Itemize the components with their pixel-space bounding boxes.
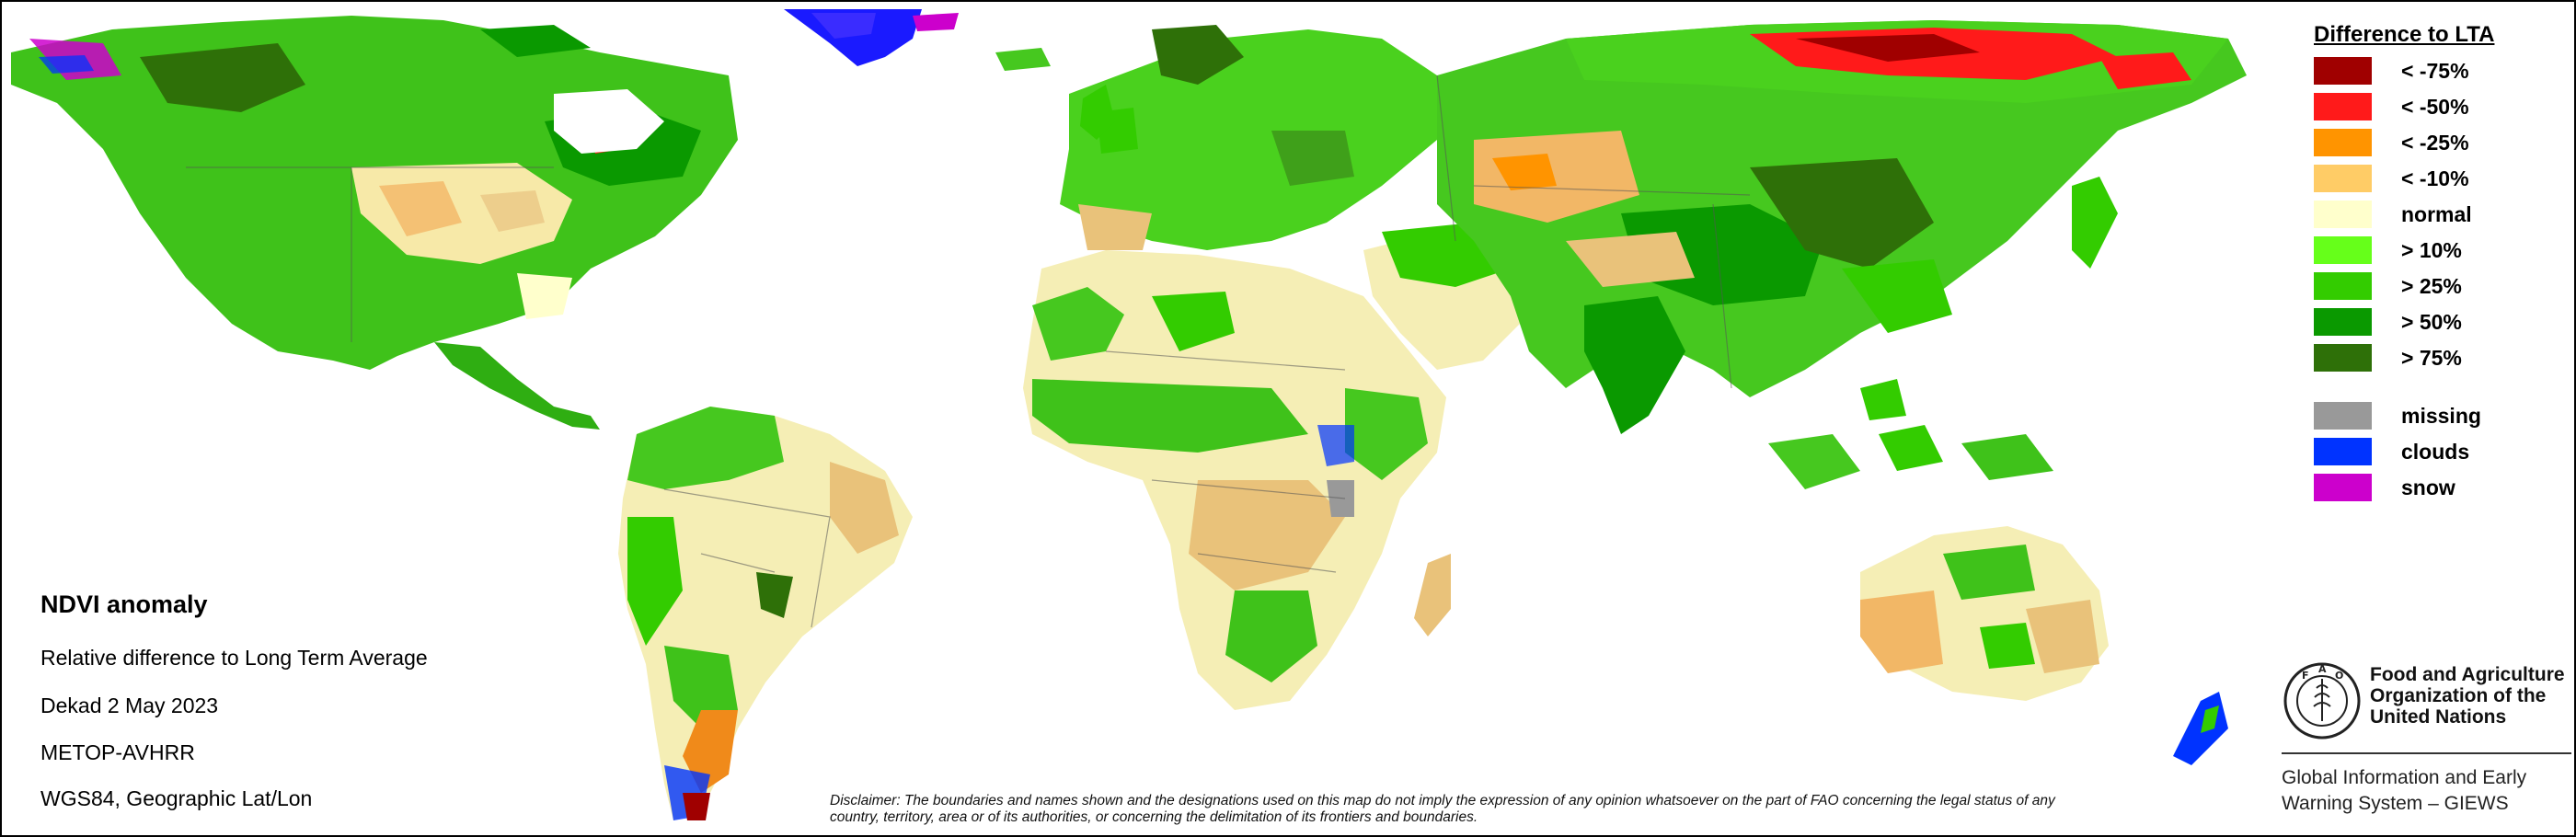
svg-text:F: F bbox=[2302, 670, 2309, 682]
legend-label: clouds bbox=[2401, 440, 2470, 464]
legend-label: > 75% bbox=[2401, 346, 2462, 370]
fao-branding: F A O Food and Agriculture Organization … bbox=[2276, 655, 2572, 830]
legend-title: Difference to LTA bbox=[2314, 22, 2495, 47]
fao-emblem-icon: F A O bbox=[2283, 662, 2361, 740]
legend-label: > 10% bbox=[2401, 238, 2462, 262]
europe-landmass bbox=[1060, 25, 1437, 250]
japan bbox=[2072, 177, 2118, 269]
legend-swatch bbox=[2314, 93, 2372, 120]
org-name: Food and Agriculture Organization of the… bbox=[2370, 664, 2565, 728]
new-zealand-north bbox=[2201, 705, 2219, 733]
disclaimer: Disclaimer: The boundaries and names sho… bbox=[830, 793, 2055, 825]
legend-item: < -50% bbox=[2314, 93, 2553, 120]
country-borders bbox=[186, 75, 1751, 628]
india bbox=[1584, 296, 1685, 434]
central-america bbox=[434, 342, 600, 430]
legend-swatch bbox=[2314, 57, 2372, 85]
system-name: Global Information and Early Warning Sys… bbox=[2282, 767, 2527, 814]
legend-label: > 50% bbox=[2401, 310, 2462, 334]
middle-east bbox=[1363, 223, 1529, 370]
legend-item: > 50% bbox=[2314, 308, 2553, 336]
north-america-landmass bbox=[11, 16, 738, 370]
south-america-landmass bbox=[618, 407, 913, 820]
legend-label: < -50% bbox=[2401, 95, 2469, 119]
legend-item: normal bbox=[2314, 201, 2553, 228]
australia-landmass bbox=[1860, 526, 2109, 701]
svg-text:A: A bbox=[2318, 663, 2327, 675]
legend-item: < -25% bbox=[2314, 129, 2553, 156]
british-isles bbox=[1080, 85, 1115, 140]
legend-item-clouds: clouds bbox=[2314, 438, 2553, 465]
arctic-islands bbox=[480, 25, 591, 57]
madagascar bbox=[1414, 554, 1451, 636]
legend-swatch bbox=[2314, 474, 2372, 501]
legend-item: < -75% bbox=[2314, 57, 2553, 85]
legend-swatch bbox=[2314, 402, 2372, 430]
legend-label: < -75% bbox=[2401, 59, 2469, 83]
legend-label: < -10% bbox=[2401, 166, 2469, 190]
legend-item: > 10% bbox=[2314, 236, 2553, 264]
legend-swatch bbox=[2314, 308, 2372, 336]
legend-swatch bbox=[2314, 236, 2372, 264]
asia-landmass bbox=[1437, 20, 2247, 397]
legend: Difference to LTA < -75% < -50% < -25% <… bbox=[2309, 22, 2548, 519]
new-zealand bbox=[2173, 692, 2228, 765]
hudson-bay bbox=[554, 89, 664, 154]
map-title: NDVI anomaly bbox=[40, 590, 208, 618]
legend-label: snow bbox=[2401, 476, 2455, 499]
legend-item: < -10% bbox=[2314, 165, 2553, 192]
map-period: Dekad 2 May 2023 bbox=[40, 694, 219, 717]
legend-item: > 25% bbox=[2314, 272, 2553, 300]
legend-label: < -25% bbox=[2401, 131, 2469, 155]
legend-item: > 75% bbox=[2314, 344, 2553, 372]
legend-label: normal bbox=[2401, 202, 2472, 226]
legend-item-snow: snow bbox=[2314, 474, 2553, 501]
legend-swatch bbox=[2314, 201, 2372, 228]
legend-item-missing: missing bbox=[2314, 402, 2553, 430]
svg-text:O: O bbox=[2335, 670, 2343, 682]
southeast-asia-islands bbox=[1768, 379, 2053, 489]
map-sensor: METOP-AVHRR bbox=[40, 740, 195, 764]
iceland bbox=[995, 48, 1051, 71]
legend-swatch bbox=[2314, 344, 2372, 372]
legend-label: missing bbox=[2401, 404, 2481, 428]
legend-swatch bbox=[2314, 272, 2372, 300]
map-projection: WGS84, Geographic Lat/Lon bbox=[40, 786, 313, 810]
legend-label: > 25% bbox=[2401, 274, 2462, 298]
logo-divider bbox=[2282, 752, 2571, 754]
legend-swatch bbox=[2314, 438, 2372, 465]
legend-swatch bbox=[2314, 129, 2372, 156]
africa-landmass bbox=[1023, 250, 1446, 710]
legend-swatch bbox=[2314, 165, 2372, 192]
map-subtitle: Relative difference to Long Term Average bbox=[40, 646, 428, 670]
greenland bbox=[784, 9, 959, 66]
